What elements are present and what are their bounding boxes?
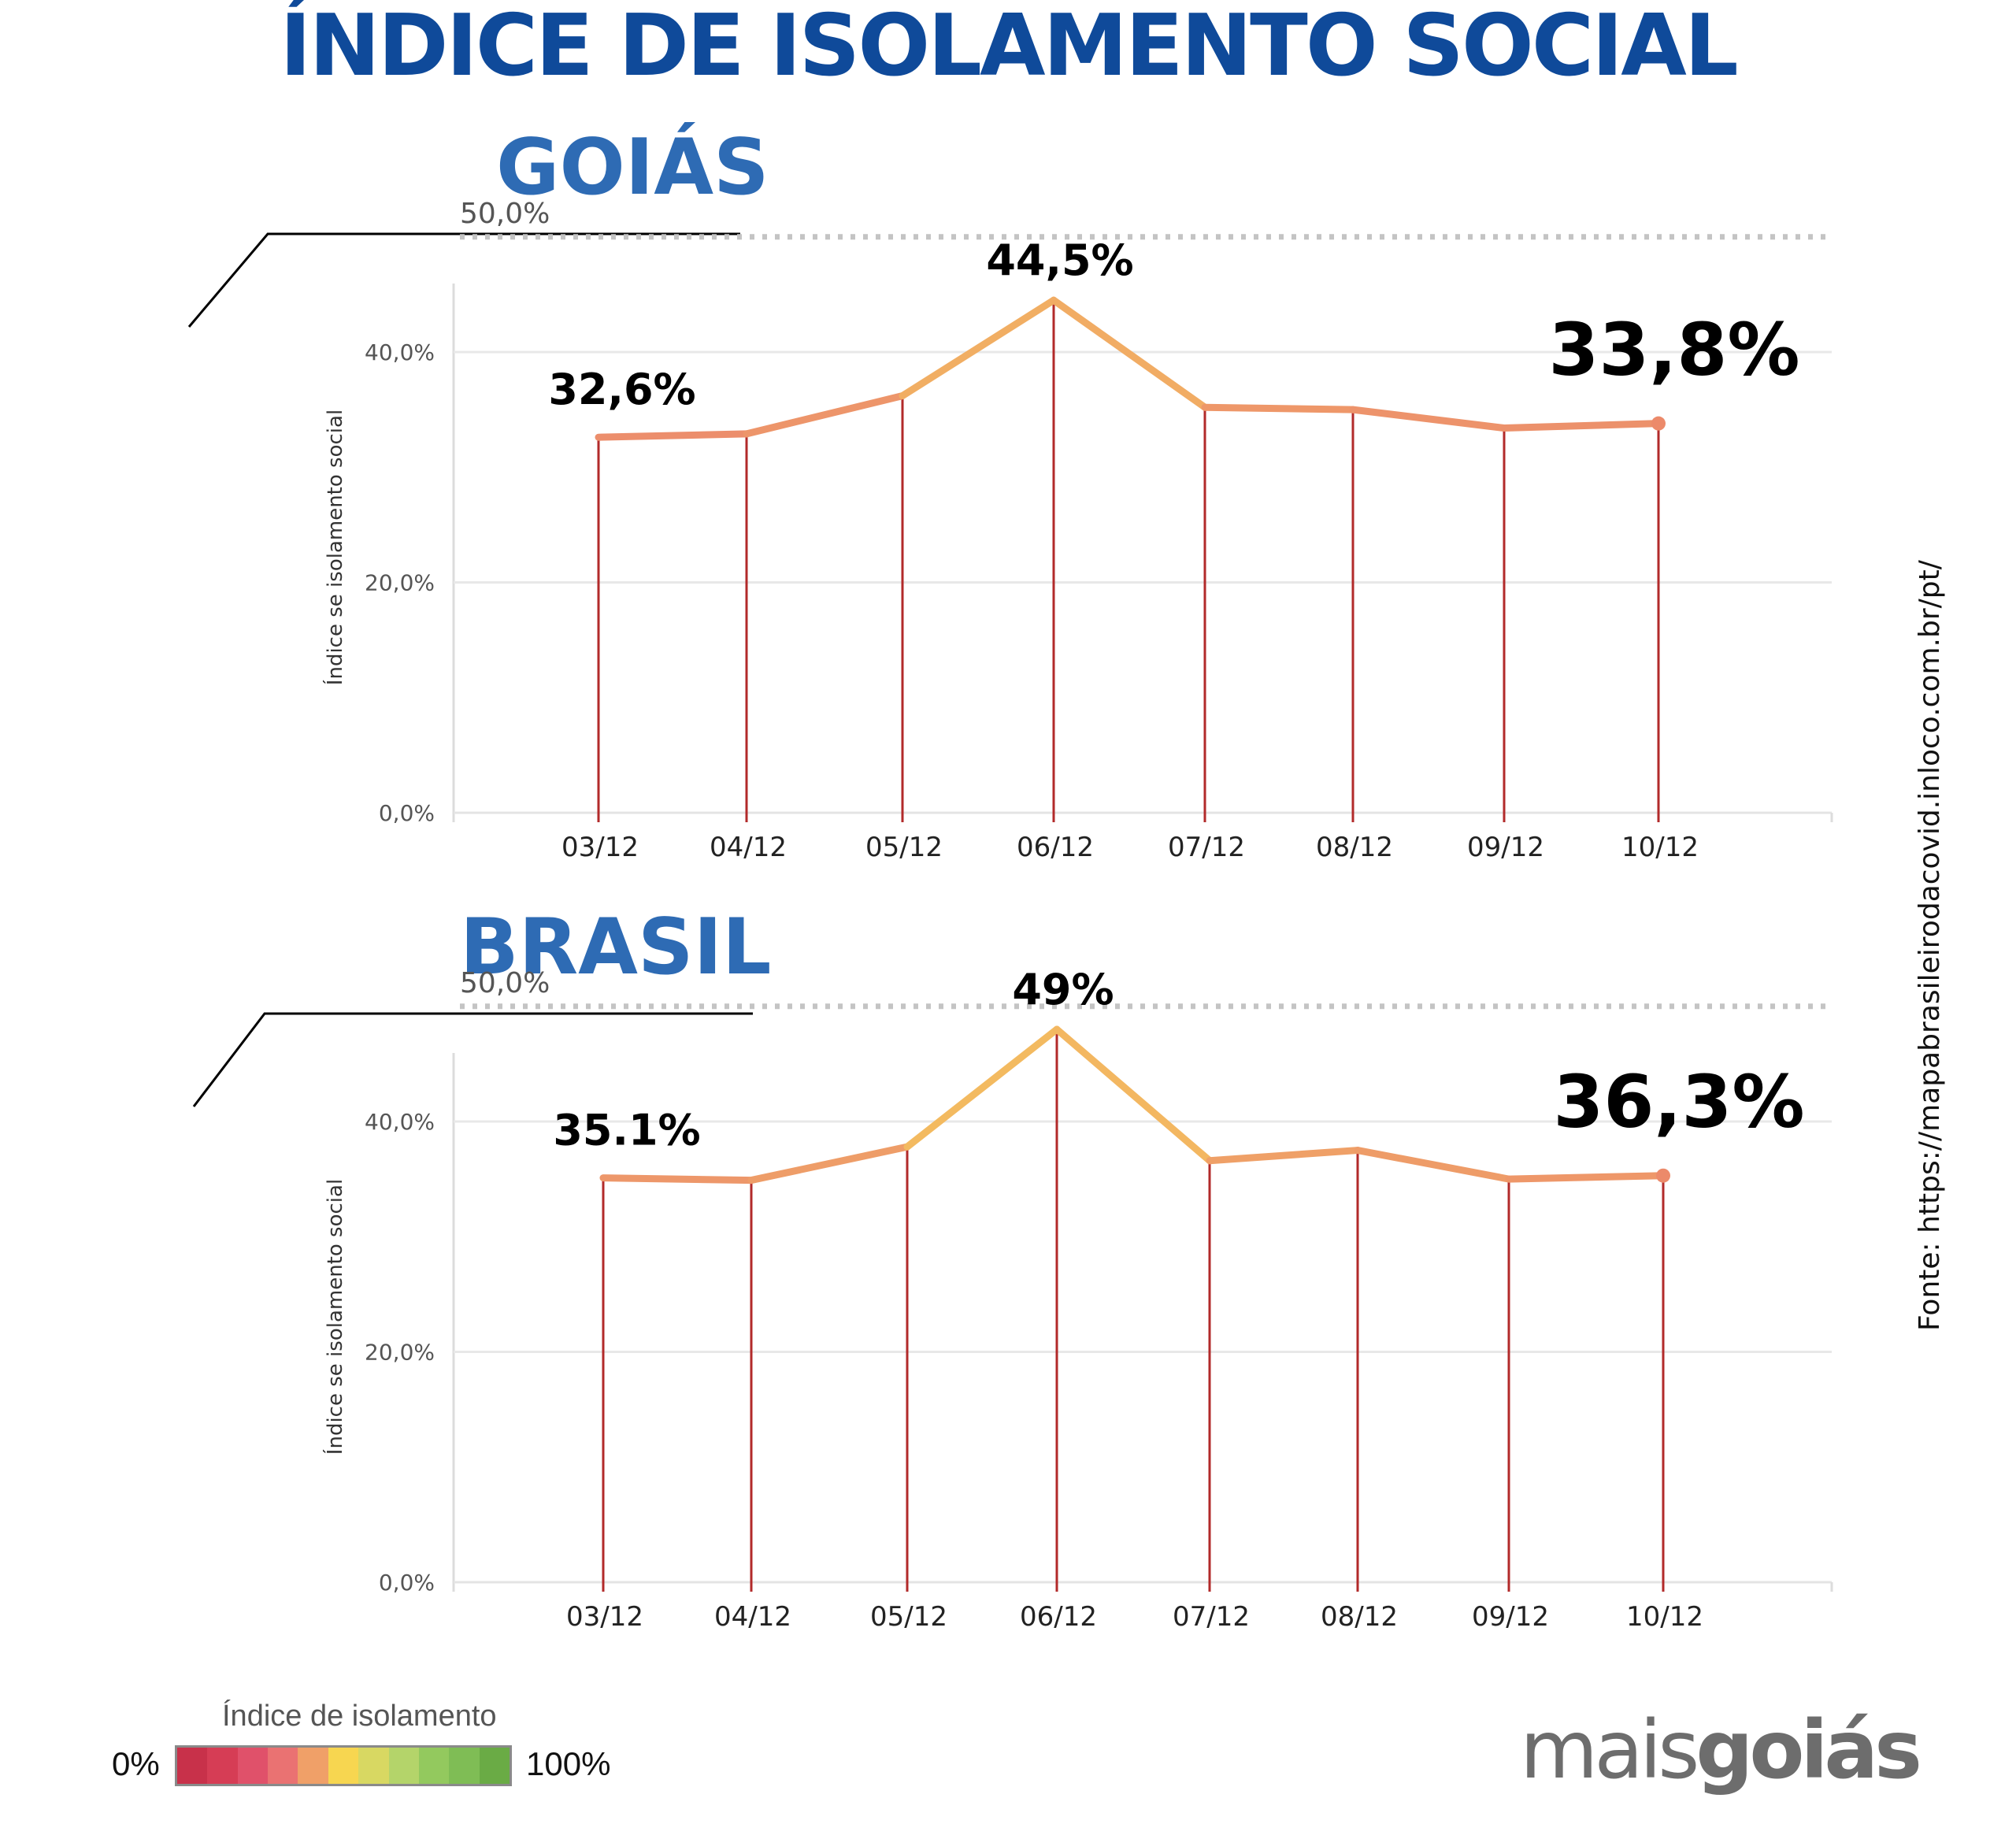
x-tick-label: 04/12	[710, 832, 787, 863]
y-tick-label: 40,0%	[365, 339, 435, 365]
x-tick-label: 06/12	[1020, 1601, 1097, 1633]
legend-swatch	[207, 1748, 238, 1784]
reference-line-label: 50,0%	[460, 967, 550, 999]
brasil-chart-title: BRASIL	[460, 903, 772, 992]
x-tick-label: 09/12	[1467, 832, 1544, 863]
maisgoias-logo: maisgoiás	[1520, 1704, 1922, 1797]
x-tick-label: 08/12	[1316, 832, 1393, 863]
x-tick-label: 03/12	[566, 1601, 643, 1633]
x-tick-label: 07/12	[1168, 832, 1245, 863]
legend-swatch	[449, 1748, 480, 1784]
x-tick-label: 09/12	[1472, 1601, 1549, 1633]
x-tick-label: 10/12	[1626, 1601, 1703, 1633]
series-line-segment	[1201, 403, 1357, 413]
series-line-segment	[743, 392, 906, 438]
legend-swatch	[388, 1748, 419, 1784]
logo-part-goias: goiás	[1695, 1704, 1922, 1797]
series-line-segment	[1050, 296, 1209, 411]
title-underline-bracket	[192, 1012, 753, 1107]
series-line-segment	[1354, 1147, 1513, 1183]
legend-swatch	[358, 1748, 389, 1784]
data-label: 44,5%	[986, 235, 1133, 285]
x-tick-label: 10/12	[1621, 832, 1699, 863]
series-line-segment	[595, 430, 750, 441]
y-tick-label: 0,0%	[379, 1570, 435, 1596]
x-tick-label: 05/12	[865, 832, 943, 863]
legend-swatch	[177, 1748, 208, 1784]
y-axis-label: Índice se isolamento social	[322, 1179, 347, 1455]
x-tick-label: 06/12	[1017, 832, 1094, 863]
series-line-segment	[599, 1174, 755, 1184]
legend-min-label: 0%	[112, 1745, 160, 1782]
x-tick-label: 07/12	[1173, 1601, 1250, 1633]
reference-line-label: 50,0%	[460, 198, 550, 230]
legend-title: Índice de isolamento	[222, 1700, 497, 1733]
main-title: ÍNDICE DE ISOLAMENTO SOCIAL	[280, 0, 1738, 95]
series-line-segment	[1349, 406, 1508, 432]
series-line-segment	[903, 1025, 1061, 1151]
x-tick-label: 08/12	[1321, 1601, 1398, 1633]
data-label: 35.1%	[553, 1106, 700, 1155]
x-tick-label: 05/12	[870, 1601, 947, 1633]
legend-swatch	[418, 1748, 450, 1784]
series-line-segment	[1206, 1147, 1362, 1165]
data-label: 33,8%	[1548, 308, 1799, 392]
goias-chart-title: GOIÁS	[496, 123, 769, 213]
end-point	[1651, 416, 1666, 431]
data-label: 49%	[1012, 965, 1114, 1014]
y-axis-label: Índice se isolamento social	[322, 410, 347, 685]
legend-swatch	[268, 1748, 298, 1784]
y-tick-label: 20,0%	[365, 570, 435, 596]
legend-swatch	[237, 1748, 269, 1784]
data-label: 36,3%	[1553, 1060, 1804, 1144]
series-line-segment	[1505, 1172, 1667, 1183]
legend-max-label: 100%	[526, 1745, 611, 1782]
title-underline-bracket	[187, 232, 740, 328]
series-line-segment	[1500, 420, 1662, 432]
y-tick-label: 0,0%	[379, 800, 435, 826]
goias-chart: Índice se isolamento social 0,0% 20,0% 40,0…	[187, 198, 1833, 863]
source-credit: Fonte: https://mapabrasileirodacovid.inl…	[1914, 560, 1946, 1331]
series-line-segment	[1053, 1025, 1214, 1165]
brasil-chart: Índice se isolamento social 0,0% 20,0% 40,0…	[192, 965, 1833, 1633]
legend-swatch	[328, 1748, 359, 1784]
y-tick-label: 40,0%	[365, 1109, 435, 1135]
series-line-segment	[747, 1143, 911, 1184]
data-label: 32,6%	[548, 365, 695, 414]
x-tick-label: 04/12	[714, 1601, 791, 1633]
y-tick-label: 20,0%	[365, 1340, 435, 1366]
logo-part-mais: mais	[1520, 1704, 1699, 1797]
end-point	[1656, 1168, 1670, 1183]
legend-color-scale	[175, 1745, 512, 1786]
legend-swatch	[298, 1748, 328, 1784]
series-line-segment	[899, 296, 1058, 400]
legend-swatch	[479, 1748, 510, 1784]
x-tick-label: 03/12	[561, 832, 639, 863]
